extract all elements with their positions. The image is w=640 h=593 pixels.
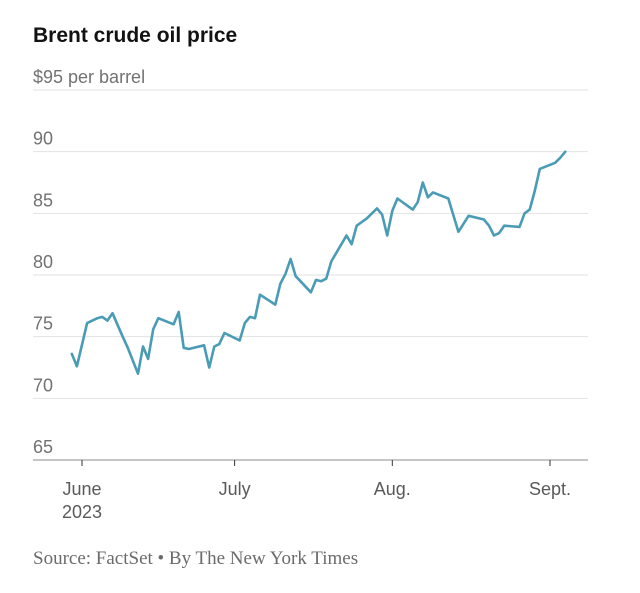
x-axis: June 2023 July Aug. Sept. bbox=[62, 460, 571, 522]
gridlines bbox=[33, 89, 588, 461]
x-tick-label: Aug. bbox=[374, 479, 411, 499]
x-tick-sublabel: 2023 bbox=[62, 502, 102, 522]
x-tick-label: June bbox=[62, 479, 101, 499]
y-tick-label: 65 bbox=[33, 437, 53, 457]
x-tick-label: Sept. bbox=[529, 479, 571, 499]
series-lines bbox=[70, 150, 567, 375]
x-tick-label: July bbox=[219, 479, 251, 499]
series-line-brent bbox=[70, 150, 567, 375]
chart-title: Brent crude oil price bbox=[33, 24, 238, 47]
source-note: Source: FactSet • By The New York Times bbox=[33, 548, 359, 569]
y-tick-label: 75 bbox=[33, 314, 53, 334]
y-tick-label: 90 bbox=[33, 129, 53, 149]
y-tick-label: 80 bbox=[33, 252, 53, 272]
y-tick-label: 70 bbox=[33, 375, 53, 395]
y-axis-tick-labels: $95 per barrel 90 85 80 75 70 65 bbox=[33, 67, 145, 457]
y-tick-label: $95 per barrel bbox=[33, 67, 145, 87]
line-chart: $95 per barrel 90 85 80 75 70 65 June 2023 July A… bbox=[33, 67, 588, 522]
y-tick-label: 85 bbox=[33, 190, 53, 210]
